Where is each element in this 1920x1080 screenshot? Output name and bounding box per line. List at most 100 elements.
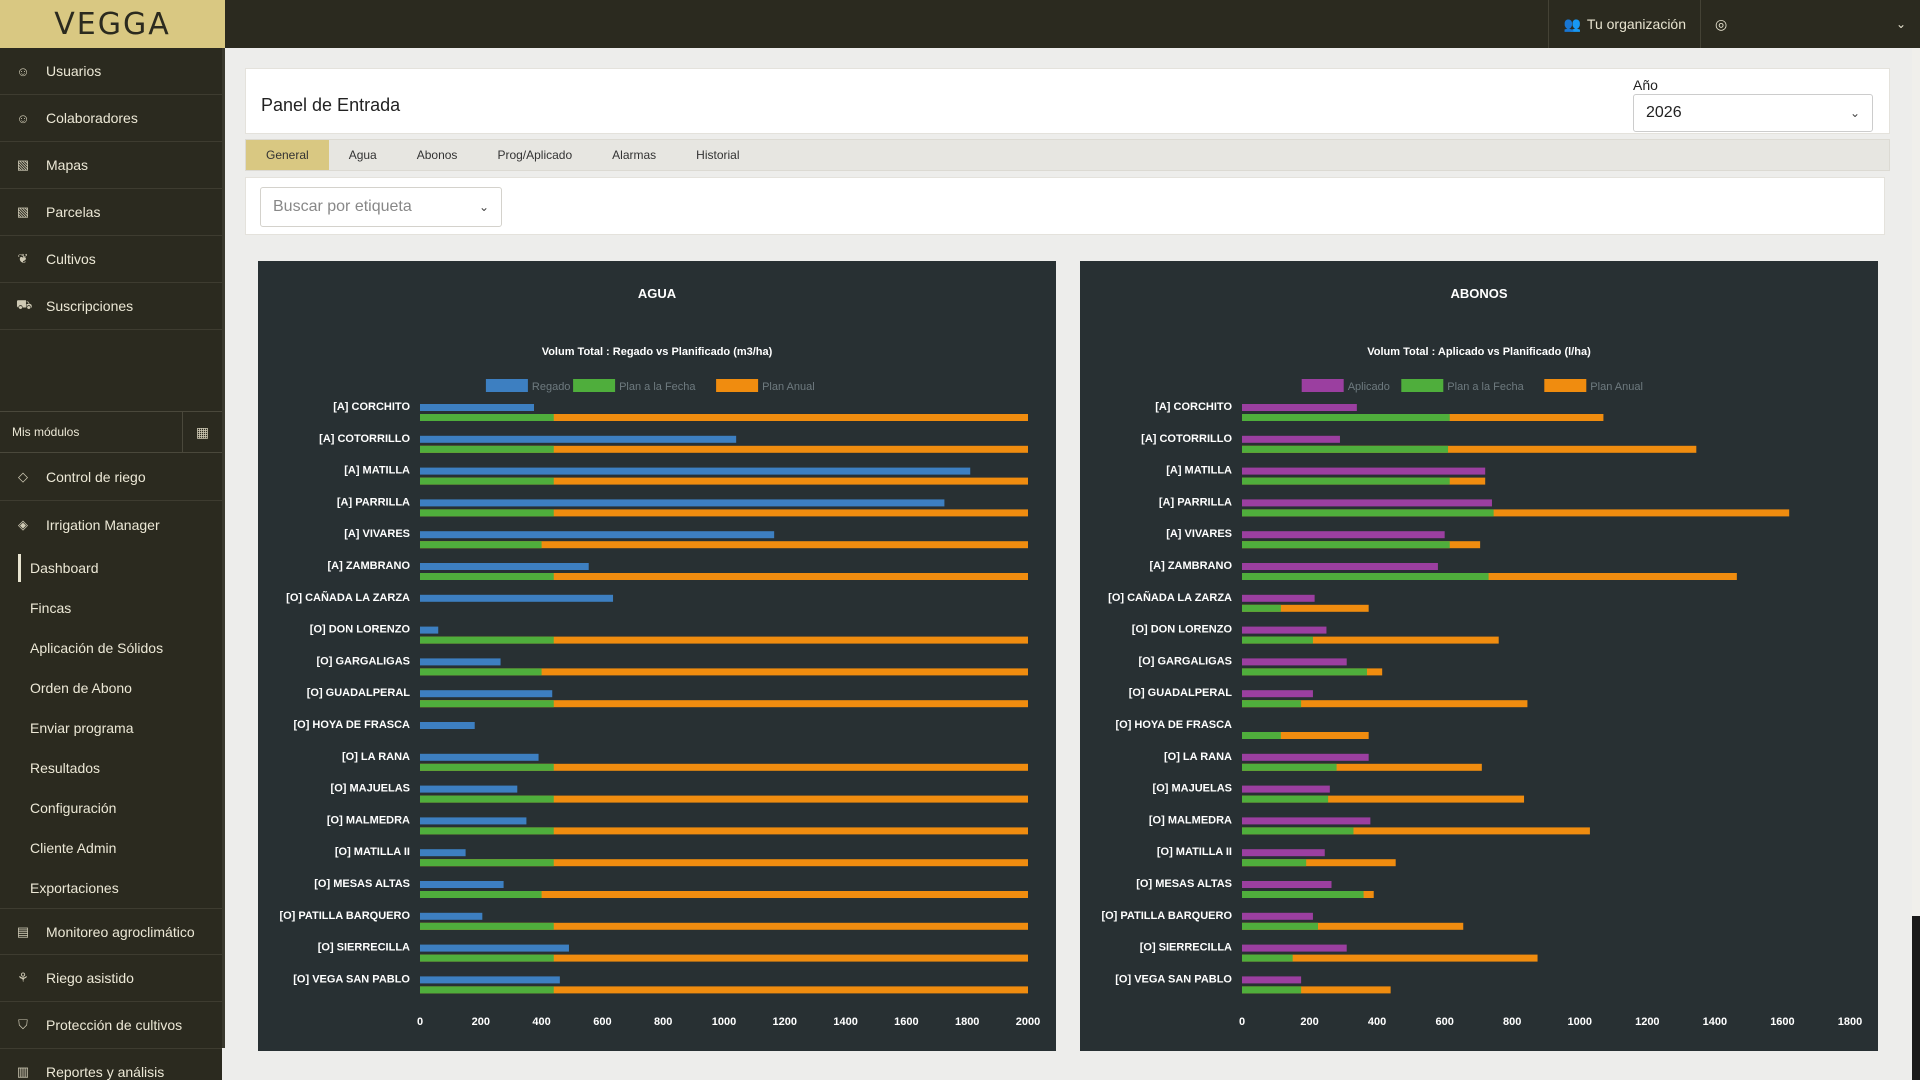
modules-list: ◇ Control de riego ◈ Irrigation Manager Da… [0,454,222,1080]
agua-legend-label: Regado [532,381,571,393]
agua-bar-plan-a-la-fecha [420,954,554,962]
tag-search-placeholder: Buscar por etiqueta [273,198,412,215]
filter-bar: Buscar por etiqueta ⌄ [245,177,1885,235]
tab-agua[interactable]: Agua [348,148,377,162]
abonos-bar-plan-anual [1242,732,1369,739]
abonos-bar-aplicado [1242,435,1340,443]
module-label: Control de riego [46,469,146,485]
agua-bar-regado [420,435,737,443]
abonos-legend-item-plan-anual: Plan Anual [1544,379,1643,393]
abonos-legend-label: Plan a la Fecha [1447,381,1524,393]
agua-bar-plan-anual [420,445,1028,453]
module-irrigation-manager[interactable]: ◈ Irrigation Manager [0,501,222,548]
submenu-resultados[interactable]: Resultados [30,760,101,776]
agua-bar-plan-a-la-fecha [420,827,554,835]
abonos-x-tick-label: 800 [1503,1016,1521,1028]
agua-bar-plan-anual [420,509,1028,517]
agua-bar-regado [420,690,553,698]
agua-legend-item-plan-a-la-fecha: Plan a la Fecha [573,379,696,393]
abonos-bar-aplicado [1242,626,1327,634]
tab-prog-aplicado[interactable]: Prog/Aplicado [497,148,573,162]
tab-alarmas[interactable]: Alarmas [612,148,657,162]
submenu-exportaciones[interactable]: Exportaciones [30,880,119,896]
submenu-fincas[interactable]: Fincas [30,600,72,616]
abonos-bar-plan-anual [1242,986,1391,994]
submenu-cliente-admin[interactable]: Cliente Admin [30,840,117,856]
sidebar-item-mapas[interactable]: ▧ Mapas [0,142,222,189]
agua-legend-swatch [716,379,759,392]
abonos-legend-label: Plan Anual [1590,381,1643,393]
sidebar-item-colaboradores[interactable]: ☺ Colaboradores [0,95,222,142]
page-scrollbar-thumb[interactable] [1912,916,1920,1080]
sidebar: ☺ Usuarios ☺ Colaboradores ▧ Mapas ▧ Parcela… [0,48,222,1080]
page-scrollbar[interactable] [1912,48,1920,1080]
sidebar-item-parcelas[interactable]: ▧ Parcelas [0,189,222,236]
agua-category-label: [O] LA RANA [342,751,410,763]
sidebar-item-cultivos[interactable]: ❦ Cultivos [0,236,222,283]
submenu-orden-de-abono[interactable]: Orden de Abono [30,680,132,696]
abonos-x-tick-label: 0 [1239,1016,1245,1028]
abonos-bar-plan-a-la-fecha [1242,700,1302,708]
agua-category-label: [O] MATILLA II [335,846,410,858]
top-bar: VEGGA 👥 Tu organización ◎ ⌄ [0,0,1920,48]
abonos-bar-plan-anual [1242,954,1538,962]
abonos-bar-plan-a-la-fecha [1242,573,1489,580]
agua-bar-plan-anual [420,827,1028,835]
abonos-category-label: [O] DON LORENZO [1132,624,1233,636]
module-riego-asistido[interactable]: ⚘ Riego asistido [0,955,222,1002]
agua-bar-regado [420,817,527,825]
agua-bar-regado [420,849,466,857]
grid-icon[interactable]: ▦ [182,412,222,452]
module-proteccion-de-cultivos[interactable]: ⛉ Protección de cultivos [0,1002,222,1049]
tab-bar: General Agua Abonos Prog/Aplicado Alarma… [245,139,1890,171]
agua-legend-swatch [573,379,616,392]
abonos-bar-aplicado [1242,944,1347,952]
account-button[interactable]: ◎ ⌄ [1700,0,1920,48]
agua-x-tick-label: 400 [532,1016,550,1028]
submenu-dashboard[interactable]: Dashboard [18,554,222,582]
modules-header-label: Mis módulos [12,425,80,439]
module-reportes-y-analisis[interactable]: ▥ Reportes y análisis [0,1049,222,1080]
agua-category-label: [A] CORCHITO [333,401,410,413]
submenu-enviar-programa[interactable]: Enviar programa [30,720,134,736]
abonos-bar-plan-anual [1242,827,1590,835]
agua-bar-plan-a-la-fecha [420,763,554,771]
agua-category-label: [O] GUADALPERAL [307,687,411,699]
vegga-logo[interactable]: VEGGA [0,0,225,48]
abonos-legend-item-plan-a-la-fecha: Plan a la Fecha [1401,379,1525,393]
agua-bar-plan-anual [420,954,1028,962]
agua-category-label: [A] MATILLA [344,465,410,477]
submenu-aplicacion-de-solidos[interactable]: Aplicación de Sólidos [30,640,164,656]
abonos-category-label: [O] LA RANA [1164,751,1232,763]
tag-search-select[interactable]: Buscar por etiqueta ⌄ [260,187,502,227]
agua-category-label: [O] PATILLA BARQUERO [279,910,410,922]
abonos-bar-aplicado [1242,976,1302,984]
sidebar-item-usuarios[interactable]: ☺ Usuarios [0,48,222,95]
year-select[interactable]: 2026 ⌄ [1633,94,1873,132]
sidebar-item-suscripciones[interactable]: ⛟ Suscripciones [0,283,222,330]
sidebar-item-label: Usuarios [46,63,102,79]
abonos-bar-plan-a-la-fecha [1242,859,1307,867]
agua-bar-regado [420,976,560,984]
tab-historial[interactable]: Historial [696,148,740,162]
abonos-chart: ABONOS Volum Total : Aplicado vs Planific… [1101,286,1862,1028]
tab-abonos[interactable]: Abonos [416,148,458,162]
agua-category-label: [O] CAÑADA LA ZARZA [286,591,410,604]
abonos-bar-aplicado [1242,594,1315,602]
module-monitoreo-agroclimatico[interactable]: ▤ Monitoreo agroclimático [0,908,222,955]
sidebar-item-label: Mapas [46,157,89,173]
module-control-de-riego[interactable]: ◇ Control de riego [0,454,222,501]
organization-button[interactable]: 👥 Tu organización [1548,0,1700,48]
sidebar-scrollbar[interactable] [222,48,225,1048]
agua-chart-card: AGUA Volum Total : Regado vs Planificado … [258,261,1056,1051]
users-icon: ☺ [16,110,30,126]
submenu-configuracion[interactable]: Configuración [30,800,117,816]
agua-category-label: [O] SIERRECILLA [318,942,410,954]
agua-bar-plan-anual [420,700,1028,708]
tab-general[interactable]: General [246,140,329,170]
module-label: Monitoreo agroclimático [46,923,195,940]
abonos-category-label: [O] MAJUELAS [1153,783,1232,795]
agua-category-label: [O] MAJUELAS [331,783,410,795]
agua-bar-plan-a-la-fecha [420,700,554,708]
abonos-bar-aplicado [1242,658,1347,666]
